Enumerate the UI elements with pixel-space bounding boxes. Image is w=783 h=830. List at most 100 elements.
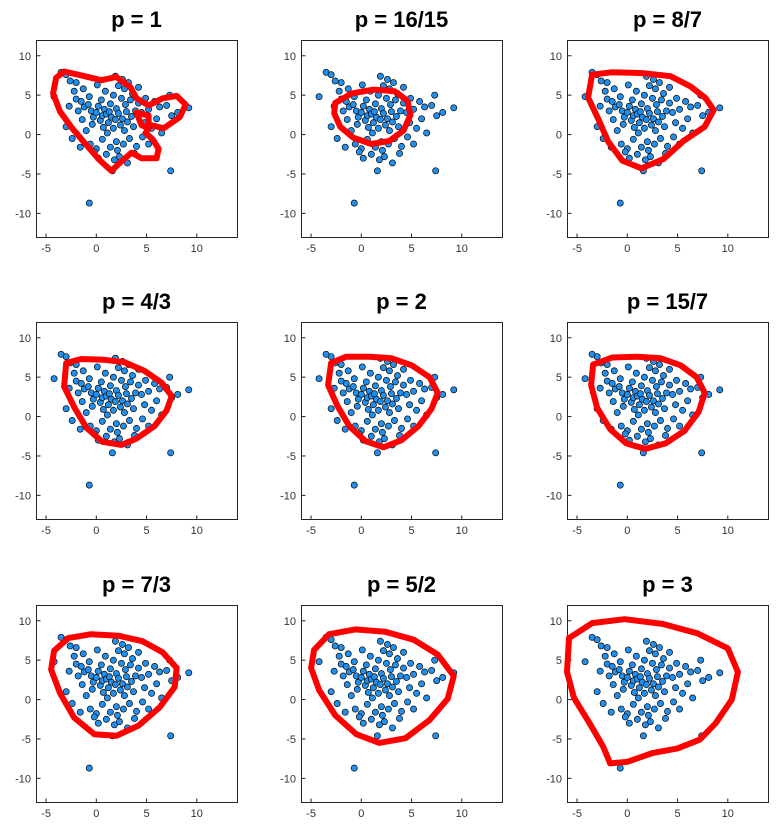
data-point bbox=[84, 101, 92, 109]
y-tick-label: -10 bbox=[15, 490, 31, 502]
data-point bbox=[383, 640, 391, 648]
data-point bbox=[174, 391, 182, 398]
data-point bbox=[102, 150, 110, 158]
data-point bbox=[156, 103, 164, 111]
data-point bbox=[597, 77, 605, 85]
data-point bbox=[374, 656, 382, 664]
data-point bbox=[687, 385, 695, 393]
data-point bbox=[646, 718, 654, 726]
data-point bbox=[621, 430, 629, 438]
data-point bbox=[379, 364, 387, 372]
data-point bbox=[118, 680, 126, 688]
data-point bbox=[676, 670, 684, 678]
data-point bbox=[628, 96, 636, 104]
data-point bbox=[433, 112, 441, 120]
data-point bbox=[416, 98, 424, 105]
data-point bbox=[664, 424, 671, 432]
data-point bbox=[699, 112, 707, 120]
data-point bbox=[315, 658, 323, 666]
data-point bbox=[651, 409, 659, 417]
data-point bbox=[126, 700, 133, 707]
data-point bbox=[382, 659, 390, 667]
y-tick-label: 10 bbox=[550, 333, 562, 345]
data-point bbox=[666, 83, 673, 91]
data-point bbox=[621, 713, 629, 721]
data-point bbox=[421, 385, 429, 393]
data-point bbox=[370, 108, 378, 116]
data-point bbox=[687, 103, 695, 111]
data-point bbox=[654, 108, 661, 116]
x-tick-label: -5 bbox=[572, 808, 582, 820]
data-point bbox=[133, 424, 140, 432]
data-point bbox=[126, 417, 133, 424]
y-tick-label: 10 bbox=[19, 616, 31, 628]
data-point bbox=[616, 658, 624, 666]
data-point bbox=[333, 700, 341, 707]
data-point bbox=[145, 140, 153, 148]
data-point bbox=[410, 140, 418, 148]
data-point bbox=[105, 390, 113, 398]
data-point bbox=[673, 94, 680, 102]
data-point bbox=[672, 119, 679, 127]
data-point bbox=[135, 648, 142, 656]
data-point bbox=[658, 378, 665, 386]
data-point bbox=[661, 405, 668, 413]
data-point bbox=[666, 381, 673, 389]
data-point bbox=[609, 398, 617, 406]
data-point bbox=[119, 705, 127, 713]
data-point bbox=[112, 703, 120, 711]
data-point bbox=[72, 79, 80, 87]
data-point bbox=[615, 101, 623, 109]
x-tick-label: -5 bbox=[41, 808, 51, 820]
data-point bbox=[398, 142, 405, 150]
data-point bbox=[103, 694, 111, 702]
data-point bbox=[79, 85, 87, 93]
data-point bbox=[661, 123, 668, 131]
data-point bbox=[634, 129, 642, 137]
data-point bbox=[148, 689, 156, 697]
y-tick-label: 5 bbox=[556, 90, 562, 102]
x-tick-label: 0 bbox=[624, 525, 630, 537]
data-point bbox=[78, 116, 86, 124]
data-point bbox=[630, 406, 638, 413]
data-point bbox=[109, 91, 117, 99]
axes-box bbox=[301, 322, 503, 520]
data-point bbox=[388, 673, 395, 681]
data-point bbox=[697, 656, 705, 664]
data-point bbox=[641, 721, 649, 729]
data-point bbox=[133, 707, 140, 715]
data-point bbox=[716, 386, 724, 394]
data-point bbox=[625, 719, 633, 727]
decision-boundary-curve bbox=[331, 86, 414, 147]
data-point bbox=[109, 689, 117, 697]
data-point bbox=[185, 669, 193, 677]
data-point bbox=[114, 109, 122, 117]
data-point bbox=[167, 732, 175, 740]
data-point bbox=[682, 380, 690, 387]
data-point bbox=[633, 150, 641, 158]
data-point bbox=[636, 390, 644, 398]
data-point bbox=[601, 652, 609, 660]
data-point bbox=[610, 367, 618, 375]
data-point bbox=[327, 71, 335, 79]
data-point bbox=[406, 401, 413, 409]
data-point bbox=[385, 409, 393, 417]
data-point bbox=[349, 666, 357, 674]
data-point bbox=[684, 397, 692, 405]
data-point bbox=[127, 378, 134, 386]
data-point bbox=[77, 98, 85, 105]
data-point bbox=[85, 93, 93, 101]
data-point bbox=[403, 391, 410, 398]
data-point bbox=[376, 72, 384, 80]
data-point bbox=[101, 369, 109, 377]
data-point bbox=[128, 394, 135, 402]
data-point bbox=[669, 674, 676, 681]
data-point bbox=[413, 406, 421, 414]
data-point bbox=[629, 135, 637, 143]
data-point bbox=[114, 674, 122, 682]
x-tick-label: 10 bbox=[191, 525, 203, 537]
data-point bbox=[694, 101, 702, 109]
y-tick-label: -10 bbox=[546, 773, 562, 785]
data-point bbox=[376, 637, 384, 645]
data-point bbox=[94, 102, 102, 110]
